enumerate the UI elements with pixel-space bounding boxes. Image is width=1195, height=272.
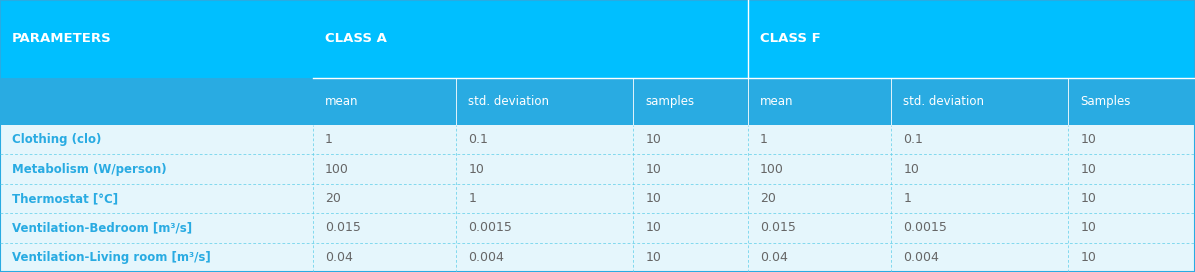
Text: 0.015: 0.015 — [760, 221, 796, 234]
Text: 1: 1 — [903, 192, 912, 205]
Text: 10: 10 — [468, 163, 484, 176]
Bar — [1068, 213, 1195, 243]
Text: Samples: Samples — [1080, 95, 1130, 108]
Text: 10: 10 — [1080, 163, 1096, 176]
Text: 10: 10 — [645, 251, 661, 264]
Bar — [313, 184, 456, 213]
Text: 10: 10 — [1080, 192, 1096, 205]
Bar — [456, 125, 633, 154]
Bar — [456, 243, 633, 272]
Bar — [891, 125, 1068, 154]
Bar — [748, 125, 891, 154]
Bar — [313, 243, 456, 272]
Text: 20: 20 — [760, 192, 776, 205]
Bar — [748, 78, 891, 125]
Text: 10: 10 — [903, 163, 919, 176]
Text: 0.004: 0.004 — [468, 251, 504, 264]
Text: 10: 10 — [1080, 221, 1096, 234]
Bar — [633, 125, 748, 154]
Text: 0.04: 0.04 — [760, 251, 788, 264]
Text: 0.004: 0.004 — [903, 251, 939, 264]
Bar — [313, 154, 456, 184]
Bar — [891, 154, 1068, 184]
Bar — [633, 213, 748, 243]
Bar — [0, 213, 313, 243]
Bar — [1068, 184, 1195, 213]
Bar — [633, 184, 748, 213]
Text: 100: 100 — [325, 163, 349, 176]
Bar — [313, 125, 456, 154]
Text: 10: 10 — [645, 221, 661, 234]
Text: mean: mean — [325, 95, 358, 108]
Bar — [633, 243, 748, 272]
Bar — [748, 0, 1195, 78]
Bar — [1068, 154, 1195, 184]
Bar — [0, 125, 313, 154]
Text: 10: 10 — [645, 192, 661, 205]
Bar — [0, 154, 313, 184]
Text: Ventilation-Bedroom [m³/s]: Ventilation-Bedroom [m³/s] — [12, 221, 192, 234]
Text: 0.0015: 0.0015 — [903, 221, 948, 234]
Bar — [633, 78, 748, 125]
Text: std. deviation: std. deviation — [903, 95, 985, 108]
Text: mean: mean — [760, 95, 793, 108]
Bar — [1068, 125, 1195, 154]
Bar — [456, 184, 633, 213]
Bar — [313, 78, 456, 125]
Text: CLASS F: CLASS F — [760, 32, 821, 45]
Text: 10: 10 — [645, 133, 661, 146]
Bar — [748, 184, 891, 213]
Bar — [748, 213, 891, 243]
Text: 0.1: 0.1 — [468, 133, 489, 146]
Text: 1: 1 — [760, 133, 768, 146]
Text: Metabolism (W/person): Metabolism (W/person) — [12, 163, 166, 176]
Text: 20: 20 — [325, 192, 341, 205]
Text: 10: 10 — [1080, 251, 1096, 264]
Bar — [1068, 78, 1195, 125]
Text: 1: 1 — [325, 133, 333, 146]
Text: 0.0015: 0.0015 — [468, 221, 513, 234]
Text: 0.1: 0.1 — [903, 133, 924, 146]
Text: samples: samples — [645, 95, 694, 108]
Bar — [633, 154, 748, 184]
Bar — [313, 0, 748, 78]
Bar — [0, 184, 313, 213]
Bar — [891, 184, 1068, 213]
Bar — [456, 213, 633, 243]
Bar — [891, 243, 1068, 272]
Bar — [313, 213, 456, 243]
Text: Clothing (clo): Clothing (clo) — [12, 133, 102, 146]
Bar — [0, 243, 313, 272]
Bar — [748, 243, 891, 272]
Bar — [891, 78, 1068, 125]
Bar — [456, 78, 633, 125]
Text: 0.04: 0.04 — [325, 251, 353, 264]
Bar — [1068, 243, 1195, 272]
Bar — [891, 213, 1068, 243]
Text: 0.015: 0.015 — [325, 221, 361, 234]
Bar — [0, 78, 313, 125]
Text: PARAMETERS: PARAMETERS — [12, 32, 111, 45]
Text: 10: 10 — [1080, 133, 1096, 146]
Text: 10: 10 — [645, 163, 661, 176]
Text: 1: 1 — [468, 192, 477, 205]
Text: Thermostat [°C]: Thermostat [°C] — [12, 192, 118, 205]
Bar — [0, 0, 313, 78]
Text: CLASS A: CLASS A — [325, 32, 387, 45]
Text: 100: 100 — [760, 163, 784, 176]
Bar — [748, 154, 891, 184]
Bar — [456, 154, 633, 184]
Text: Ventilation-Living room [m³/s]: Ventilation-Living room [m³/s] — [12, 251, 210, 264]
Text: std. deviation: std. deviation — [468, 95, 550, 108]
